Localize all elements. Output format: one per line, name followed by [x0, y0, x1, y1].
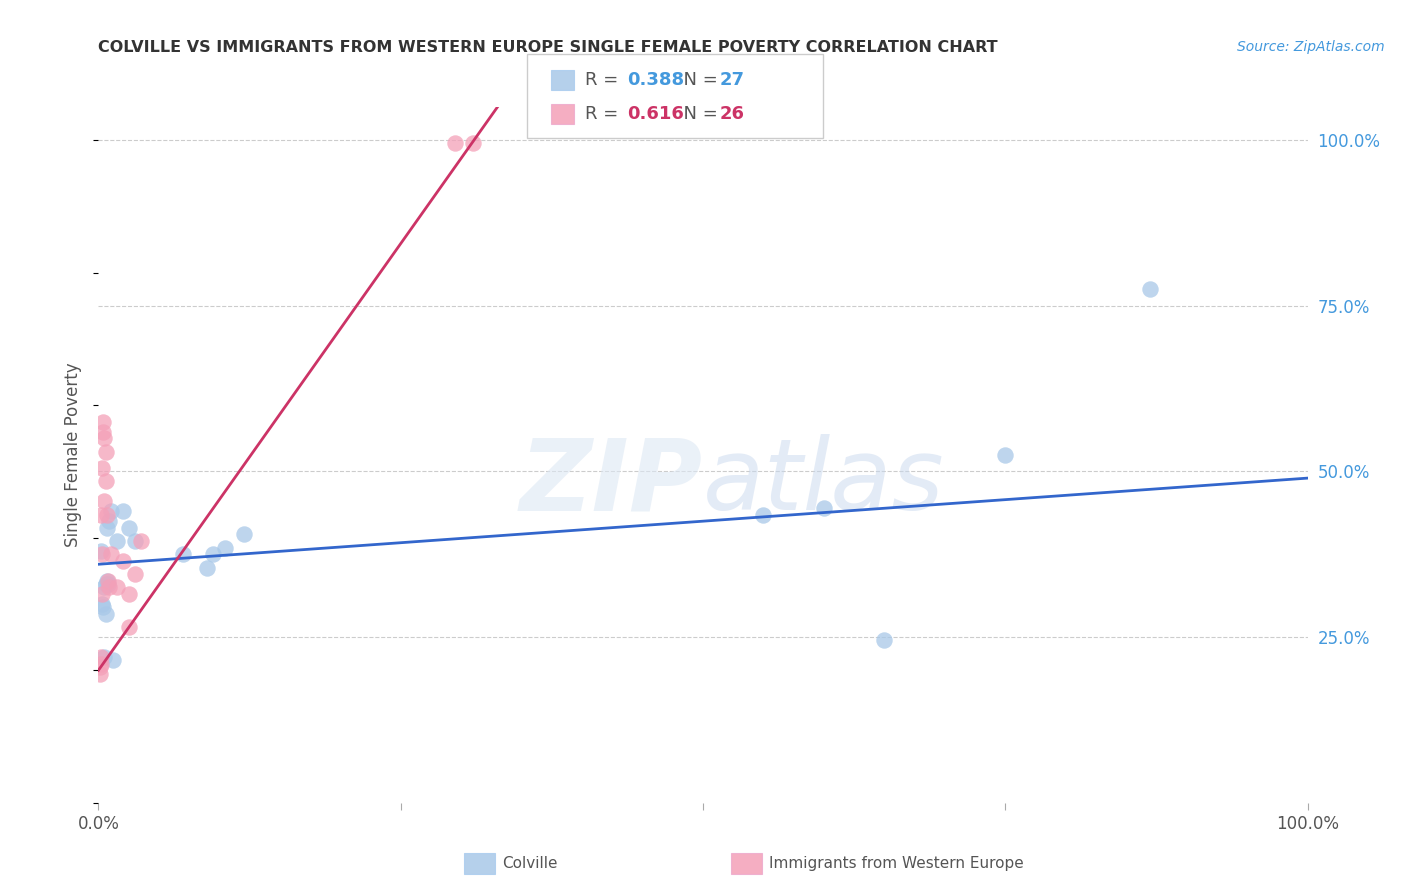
Point — [91, 461, 114, 475]
Point — [1139, 282, 1161, 296]
Point — [100, 547, 122, 561]
Text: 26: 26 — [720, 105, 745, 123]
Point — [214, 541, 236, 555]
Point — [752, 508, 775, 522]
Point — [813, 500, 835, 515]
Point — [89, 660, 111, 674]
Point — [91, 587, 114, 601]
Text: N =: N = — [672, 105, 724, 123]
Point — [91, 600, 114, 615]
Point — [90, 657, 112, 671]
Point — [93, 494, 115, 508]
Point — [118, 620, 141, 634]
Point — [172, 547, 194, 561]
Point — [91, 547, 114, 561]
Point — [89, 666, 111, 681]
Point — [94, 577, 117, 591]
Text: 0.388: 0.388 — [627, 71, 685, 89]
Point — [97, 574, 120, 588]
Point — [232, 527, 254, 541]
Point — [463, 136, 485, 151]
Point — [124, 567, 146, 582]
Point — [93, 581, 115, 595]
Point — [93, 431, 115, 445]
Point — [98, 581, 121, 595]
Point — [105, 534, 128, 549]
Text: Source: ZipAtlas.com: Source: ZipAtlas.com — [1237, 40, 1385, 54]
Point — [118, 521, 141, 535]
Point — [100, 504, 122, 518]
Text: 0.616: 0.616 — [627, 105, 683, 123]
Text: R =: R = — [585, 105, 624, 123]
Point — [111, 504, 134, 518]
Point — [96, 574, 118, 588]
Y-axis label: Single Female Poverty: Single Female Poverty — [65, 363, 83, 547]
Point — [105, 581, 128, 595]
Point — [994, 448, 1017, 462]
Point — [90, 508, 112, 522]
Point — [118, 587, 141, 601]
Point — [94, 475, 117, 489]
Point — [94, 444, 117, 458]
Point — [124, 534, 146, 549]
Point — [195, 560, 218, 574]
Point — [91, 425, 114, 439]
Point — [96, 521, 118, 535]
Point — [873, 633, 896, 648]
Point — [90, 650, 112, 665]
Point — [94, 607, 117, 621]
Text: COLVILLE VS IMMIGRANTS FROM WESTERN EUROPE SINGLE FEMALE POVERTY CORRELATION CHA: COLVILLE VS IMMIGRANTS FROM WESTERN EURO… — [98, 40, 998, 55]
Text: R =: R = — [585, 71, 624, 89]
Point — [96, 508, 118, 522]
Point — [444, 136, 467, 151]
Point — [98, 514, 121, 528]
Point — [101, 653, 124, 667]
Point — [97, 577, 120, 591]
Point — [91, 597, 114, 611]
Text: N =: N = — [672, 71, 724, 89]
Text: Immigrants from Western Europe: Immigrants from Western Europe — [769, 856, 1024, 871]
Text: atlas: atlas — [703, 434, 945, 532]
Point — [91, 415, 114, 429]
Point — [202, 547, 225, 561]
Point — [111, 554, 134, 568]
Text: Colville: Colville — [502, 856, 557, 871]
Text: 27: 27 — [720, 71, 745, 89]
Point — [90, 544, 112, 558]
Point — [129, 534, 152, 549]
Point — [93, 650, 115, 665]
Text: ZIP: ZIP — [520, 434, 703, 532]
